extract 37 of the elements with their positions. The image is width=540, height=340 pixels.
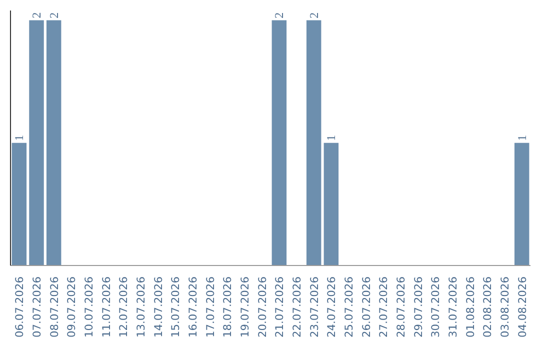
x-tick-label: 24.07.2026 bbox=[325, 276, 338, 338]
x-tick-label: 04.08.2026 bbox=[516, 276, 529, 338]
x-tick-label: 23.07.2026 bbox=[308, 276, 321, 338]
data-label: 1 bbox=[514, 134, 529, 141]
x-tick-label: 30.07.2026 bbox=[429, 276, 442, 338]
x-tick-label: 14.07.2026 bbox=[152, 276, 165, 338]
data-label: 1 bbox=[324, 134, 338, 141]
x-tick-label: 17.07.2026 bbox=[204, 276, 217, 338]
x-tick-label: 26.07.2026 bbox=[360, 276, 373, 338]
x-tick-label: 13.07.2026 bbox=[134, 276, 148, 338]
data-label: 2 bbox=[46, 12, 61, 18]
data-label: 2 bbox=[30, 12, 44, 18]
x-tick-label: 02.08.2026 bbox=[481, 276, 494, 338]
x-tick-label: 10.07.2026 bbox=[82, 276, 96, 338]
x-tick-label: 08.07.2026 bbox=[48, 276, 61, 338]
data-label: 2 bbox=[272, 12, 286, 18]
x-tick-label: 31.07.2026 bbox=[446, 276, 460, 338]
x-tick-label: 16.07.2026 bbox=[186, 276, 200, 338]
x-tick-label: 19.07.2026 bbox=[238, 276, 252, 338]
x-tick-label: 28.07.2026 bbox=[394, 276, 408, 338]
data-label: 2 bbox=[306, 12, 321, 18]
x-tick-label: 21.07.2026 bbox=[273, 276, 286, 338]
x-tick-label: 20.07.2026 bbox=[256, 276, 269, 338]
x-tick-label: 12.07.2026 bbox=[117, 276, 130, 338]
x-tick-label: 25.07.2026 bbox=[342, 276, 356, 338]
x-tick-label: 22.07.2026 bbox=[290, 276, 304, 338]
x-tick-label: 18.07.2026 bbox=[221, 276, 234, 338]
x-tick-label: 03.08.2026 bbox=[498, 276, 512, 338]
data-label: 1 bbox=[12, 134, 26, 141]
x-tick-label: 01.08.2026 bbox=[464, 276, 477, 338]
x-tick-label: 27.07.2026 bbox=[377, 276, 390, 338]
x-tick-label: 29.07.2026 bbox=[412, 276, 425, 338]
x-tick-label: 15.07.2026 bbox=[169, 276, 182, 338]
x-tick-label: 09.07.2026 bbox=[65, 276, 78, 338]
x-tick-label: 11.07.2026 bbox=[100, 276, 113, 338]
x-tick-label: 06.07.2026 bbox=[13, 276, 26, 338]
x-tick-label: 07.07.2026 bbox=[30, 276, 44, 338]
